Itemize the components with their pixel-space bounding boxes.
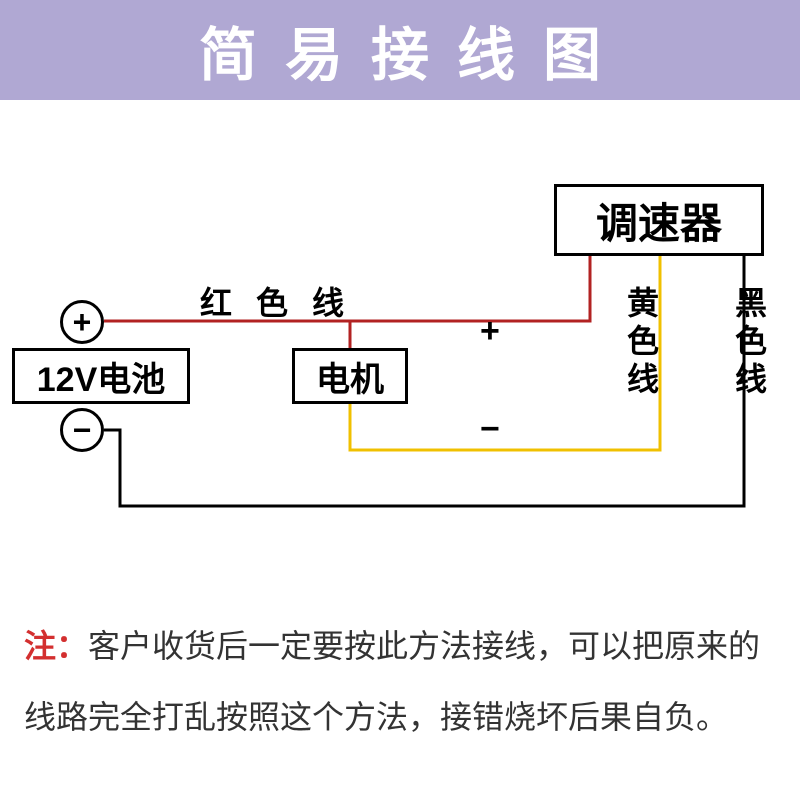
motor-plus-sign: + bbox=[480, 312, 500, 351]
motor-label: 电机 bbox=[316, 352, 384, 401]
motor-minus-sign: − bbox=[480, 410, 500, 449]
controller-label: 调速器 bbox=[596, 190, 722, 251]
yellow-wire-label: 黄色线 bbox=[618, 286, 664, 400]
battery-minus-terminal: − bbox=[60, 408, 104, 452]
battery-label: 12V电池 bbox=[37, 352, 166, 401]
wiring-diagram: + − 12V电池 电机 调速器 红色线 黄色线 黑色线 + − bbox=[0, 100, 800, 560]
battery-box: 12V电池 bbox=[12, 348, 190, 404]
battery-plus-terminal: + bbox=[60, 300, 104, 344]
controller-box: 调速器 bbox=[554, 184, 764, 256]
note-body: 客户收货后一定要按此方法接线，可以把原来的线路完全打乱按照这个方法，接错烧坏后果… bbox=[24, 628, 760, 734]
black-wire-label: 黑色线 bbox=[726, 286, 772, 400]
red-wire-label: 红色线 bbox=[200, 278, 368, 324]
wires-svg bbox=[0, 100, 800, 560]
title-bar: 简易接线图 bbox=[0, 0, 800, 100]
note-prefix: 注： bbox=[24, 628, 88, 664]
page-title: 简易接线图 bbox=[199, 8, 629, 92]
motor-box: 电机 bbox=[292, 348, 408, 404]
note-text: 注：客户收货后一定要按此方法接线，可以把原来的线路完全打乱按照这个方法，接错烧坏… bbox=[24, 611, 776, 752]
